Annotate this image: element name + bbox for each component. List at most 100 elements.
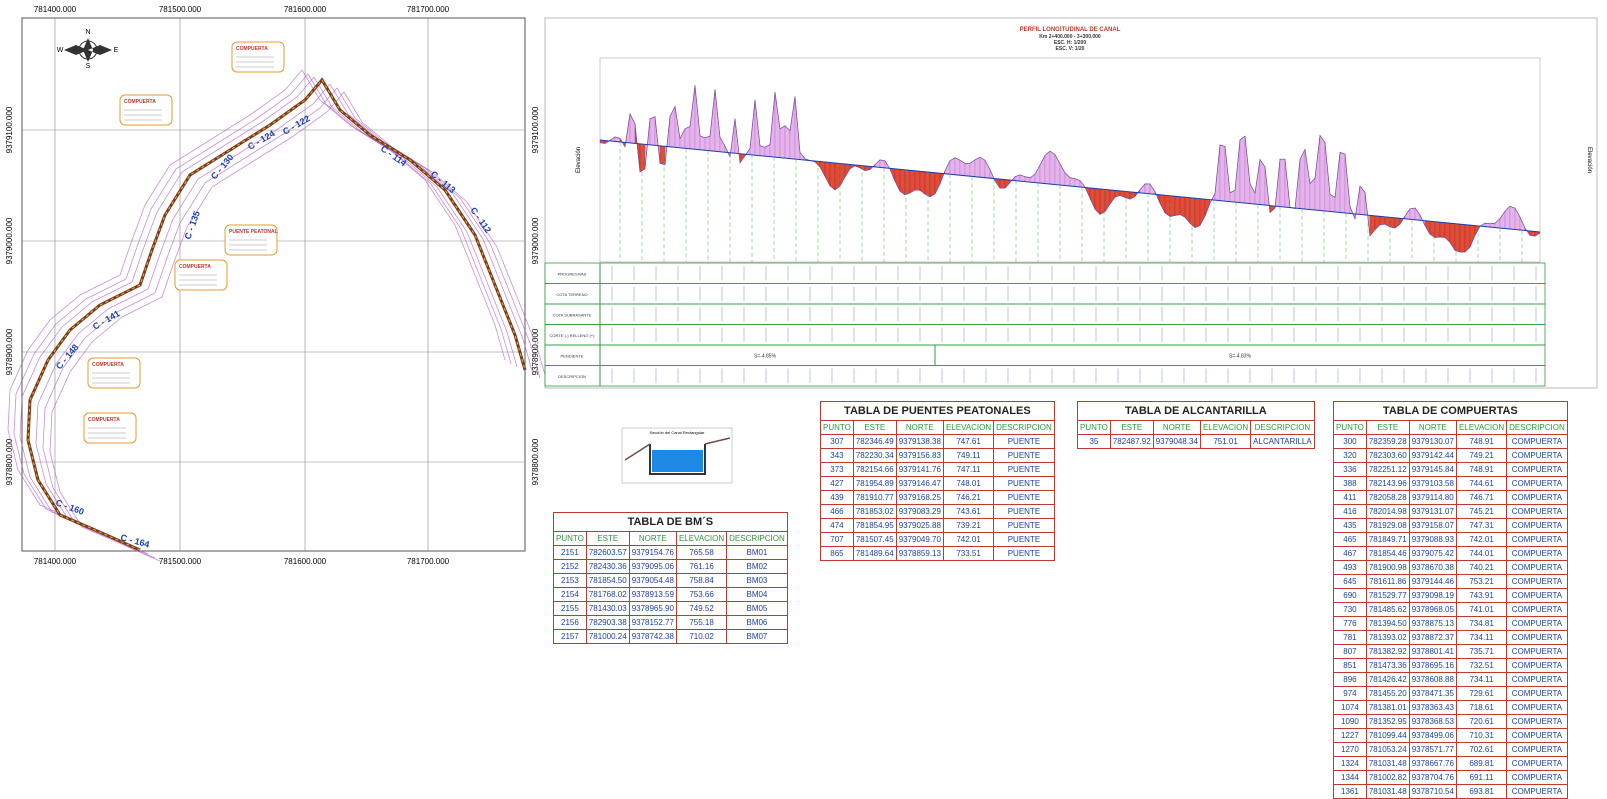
- table-cell: COMPUERTA: [1507, 631, 1568, 645]
- table-cell: BM05: [727, 602, 788, 616]
- compass-letter: S: [86, 63, 91, 70]
- fill-area: [1050, 151, 1055, 185]
- table-cell: 743.61: [943, 505, 993, 519]
- table-cell: 781910.77: [853, 491, 896, 505]
- table-cell: 749.21: [1456, 449, 1506, 463]
- table-cell: 745.21: [1456, 505, 1506, 519]
- table-cell: 747.11: [943, 463, 993, 477]
- profile-row-label: COTA TERRENO: [556, 292, 587, 297]
- table-cell: 35: [1078, 435, 1111, 449]
- table-cell: 748.91: [1456, 463, 1506, 477]
- table-cell: 9378368.53: [1409, 715, 1456, 729]
- table-cell: BM04: [727, 588, 788, 602]
- cut-area: [900, 169, 905, 194]
- map-x-label: 781500.000: [159, 5, 202, 14]
- table-cell: 9379095.06: [629, 560, 676, 574]
- table-cell: 9379025.88: [896, 519, 943, 533]
- table-row: 690781529.779379098.19743.91COMPUERTA: [1334, 589, 1568, 603]
- map-y-label: 9378900.000: [5, 328, 14, 375]
- header-cell: ESTE: [1366, 421, 1409, 435]
- fill-area: [705, 136, 710, 151]
- profile-row-label: DESCRIPCION: [558, 374, 586, 379]
- table-cell: BM02: [727, 560, 788, 574]
- header-cell: PUNTO: [1078, 421, 1111, 435]
- cut-area: [830, 163, 835, 190]
- table-cell: 1344: [1334, 771, 1367, 785]
- table-cell: COMPUERTA: [1507, 519, 1568, 533]
- table-cell: COMPUERTA: [1507, 729, 1568, 743]
- table-cell: 1227: [1334, 729, 1367, 743]
- fill-area: [650, 117, 655, 146]
- table-cell: 690: [1334, 589, 1367, 603]
- table-cell: 781473.36: [1366, 659, 1409, 673]
- profile-axis-label: Elevación: [1586, 147, 1592, 173]
- inset-title: Sección del Canal Rectangular: [650, 430, 706, 435]
- fill-area: [1145, 184, 1150, 194]
- table-cell: 781352.95: [1366, 715, 1409, 729]
- table-cell: 9379138.38: [896, 435, 943, 449]
- table-cell: 781854.95: [853, 519, 896, 533]
- cut-area: [835, 163, 840, 190]
- table-cell: PUENTE: [994, 449, 1055, 463]
- table-cell: 9378571.77: [1409, 743, 1456, 757]
- callout-title: PUENTE PEATONAL: [229, 229, 278, 235]
- table-cell: PUENTE: [994, 519, 1055, 533]
- cut-area: [1435, 222, 1440, 238]
- table-cell: 781529.77: [1366, 589, 1409, 603]
- map-y-label: 9379100.000: [531, 106, 540, 153]
- cut-area: [640, 144, 645, 172]
- table-cell: 645: [1334, 575, 1367, 589]
- fill-area: [785, 126, 790, 159]
- table-cell: 9378667.76: [1409, 757, 1456, 771]
- table-cell: 9378742.38: [629, 630, 676, 644]
- table-cell: 1090: [1334, 715, 1367, 729]
- table-cell: COMPUERTA: [1507, 505, 1568, 519]
- table-cell: 2153: [554, 574, 587, 588]
- cut-area: [910, 170, 915, 193]
- table-cell: 851: [1334, 659, 1367, 673]
- table-row: 2157781000.249378742.38710.02BM07: [554, 630, 788, 644]
- header-cell: DESCRIPCION: [727, 532, 788, 546]
- fill-area: [780, 126, 785, 158]
- map-y-label: 9379000.000: [5, 217, 14, 264]
- map-x-label: 781500.000: [159, 557, 202, 566]
- table-cell: 1074: [1334, 701, 1367, 715]
- table-cell: 758.84: [676, 574, 726, 588]
- cut-area: [1175, 196, 1180, 215]
- table-cell: BM01: [727, 546, 788, 560]
- table-cell: 9379075.42: [1409, 547, 1456, 561]
- cut-area: [1440, 222, 1445, 237]
- table-cell: 9379098.19: [1409, 589, 1456, 603]
- table-row: 1270781053.249378571.77702.61COMPUERTA: [1334, 743, 1568, 757]
- slope-label: S=-4.83%: [1229, 353, 1252, 359]
- callout-title: COMPUERTA: [88, 417, 120, 423]
- table-cell: 781: [1334, 631, 1367, 645]
- table-cell: 742.01: [1456, 533, 1506, 547]
- header-cell: ELEVACION: [1456, 421, 1506, 435]
- table-cell: 336: [1334, 463, 1367, 477]
- header-cell: NORTE: [896, 421, 943, 435]
- table-row: 1074781381.019378363.43718.61COMPUERTA: [1334, 701, 1568, 715]
- table-row: 466781853.029379083.29743.61PUENTE: [821, 505, 1055, 519]
- header-row: PUNTOESTENORTEELEVACIONDESCRIPCION: [1334, 421, 1568, 435]
- table-cell: 781031.48: [1366, 785, 1409, 799]
- table-cell: 781954.89: [853, 477, 896, 491]
- table-cell: 9378363.43: [1409, 701, 1456, 715]
- table-cell: 9379146.47: [896, 477, 943, 491]
- table-cell: 734.11: [1456, 631, 1506, 645]
- table-cell: COMPUERTA: [1507, 561, 1568, 575]
- map-x-label: 781600.000: [284, 557, 327, 566]
- cut-area: [1190, 198, 1195, 228]
- table-cell: 411: [1334, 491, 1367, 505]
- table-cell: 2155: [554, 602, 587, 616]
- cut-area: [1195, 198, 1200, 227]
- table-cell: 689.81: [1456, 757, 1506, 771]
- callout-title: COMPUERTA: [236, 46, 268, 52]
- table-cell: 9378152.77: [629, 616, 676, 630]
- table-cell: COMPUERTA: [1507, 771, 1568, 785]
